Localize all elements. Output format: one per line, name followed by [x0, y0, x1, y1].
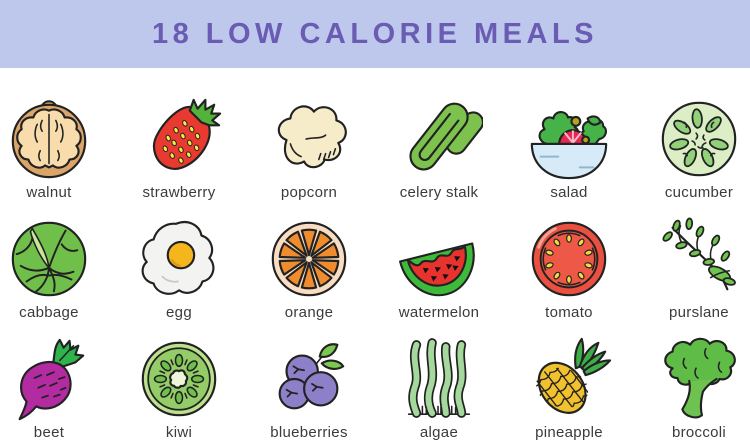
food-label: walnut [26, 184, 72, 201]
food-item-strawberry: strawberry [114, 95, 244, 215]
food-label: tomato [545, 304, 593, 321]
food-label: cucumber [664, 184, 734, 201]
food-label: cabbage [19, 304, 79, 321]
food-item-watermelon: watermelon [374, 215, 504, 335]
watermelon-icon [395, 215, 483, 303]
cucumber-icon [655, 95, 743, 183]
food-item-beet: beet [0, 335, 114, 444]
food-item-algae: algae [374, 335, 504, 444]
food-item-pineapple: pineapple [504, 335, 634, 444]
food-grid: walnut strawberry popcorn celery stalk s… [0, 95, 750, 444]
salad-icon [525, 95, 613, 183]
food-item-blueberries: blueberries [244, 335, 374, 444]
food-item-popcorn: popcorn [244, 95, 374, 215]
algae-icon [395, 335, 483, 423]
popcorn-icon [265, 95, 353, 183]
broccoli-icon [655, 335, 743, 423]
food-item-orange: orange [244, 215, 374, 335]
food-item-cabbage: cabbage [0, 215, 114, 335]
food-label: orange [284, 304, 334, 321]
page-title: 18 LOW CALORIE MEALS [151, 17, 599, 50]
food-item-cucumber: cucumber [634, 95, 750, 215]
blueberries-icon [265, 335, 353, 423]
tomato-icon [525, 215, 613, 303]
food-label: popcorn [280, 184, 338, 201]
food-label: beet [33, 424, 65, 441]
food-label: celery stalk [399, 184, 479, 201]
food-label: purslane [669, 304, 729, 321]
header: 18 LOW CALORIE MEALS [0, 0, 750, 68]
food-label: watermelon [398, 304, 480, 321]
beet-icon [5, 335, 93, 423]
food-label: algae [419, 424, 459, 441]
food-label: salad [550, 184, 588, 201]
food-item-broccoli: broccoli [634, 335, 750, 444]
strawberry-icon [135, 95, 223, 183]
pineapple-icon [525, 335, 613, 423]
food-item-egg: egg [114, 215, 244, 335]
food-item-kiwi: kiwi [114, 335, 244, 444]
food-label: broccoli [671, 424, 727, 441]
walnut-icon [5, 95, 93, 183]
purslane-icon [655, 215, 743, 303]
food-label: egg [166, 304, 192, 321]
kiwi-icon [135, 335, 223, 423]
food-label: kiwi [165, 424, 193, 441]
food-item-salad: salad [504, 95, 634, 215]
food-item-tomato: tomato [504, 215, 634, 335]
food-item-walnut: walnut [0, 95, 114, 215]
food-item-purslane: purslane [634, 215, 750, 335]
cabbage-icon [5, 215, 93, 303]
orange-icon [265, 215, 353, 303]
food-item-celery: celery stalk [374, 95, 504, 215]
food-label: pineapple [535, 424, 603, 441]
celery-icon [395, 95, 483, 183]
food-label: blueberries [270, 424, 348, 441]
food-label: strawberry [142, 184, 216, 201]
egg-icon [135, 215, 223, 303]
